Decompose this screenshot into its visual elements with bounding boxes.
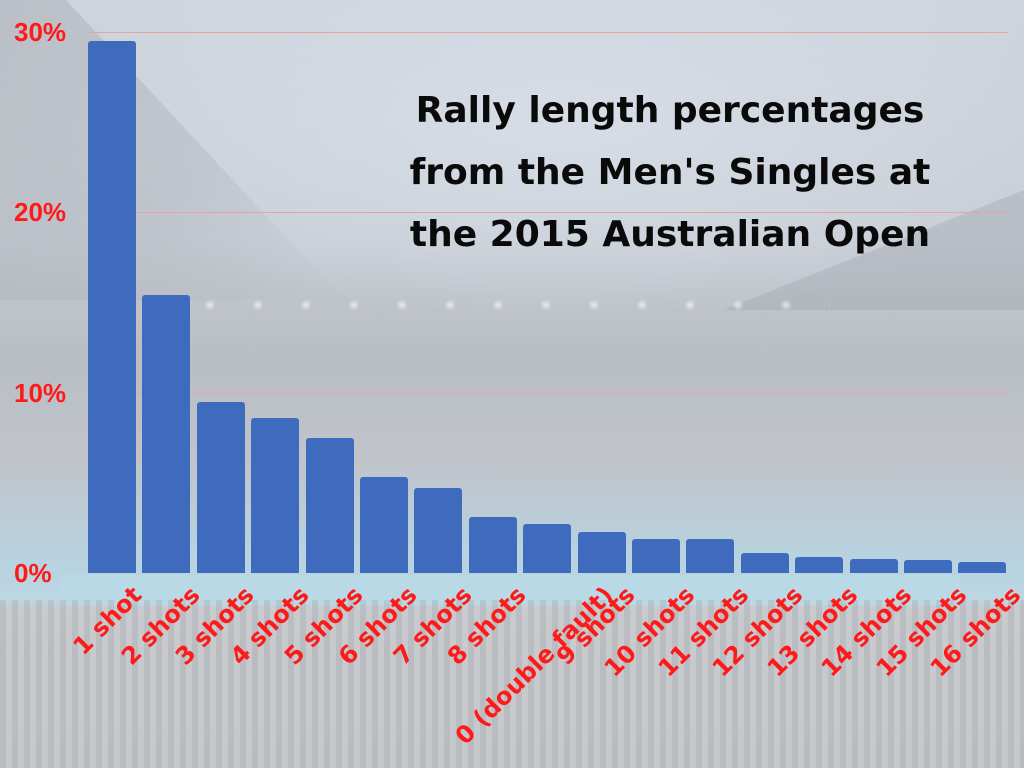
y-tick-label: 10% xyxy=(14,378,67,408)
y-tick-label: 20% xyxy=(14,197,67,227)
chart-title-line-2: from the Men's Singles at xyxy=(409,152,931,193)
bar xyxy=(251,417,300,573)
gridline xyxy=(88,32,1008,33)
bar xyxy=(468,517,517,573)
bar xyxy=(414,488,463,573)
bar xyxy=(904,560,952,573)
bar xyxy=(740,553,789,573)
y-tick-label: 30% xyxy=(14,17,67,47)
bar xyxy=(686,538,735,573)
bar xyxy=(360,477,408,573)
background-crowd xyxy=(0,600,1024,768)
chart-title-line-1: Rally length percentages xyxy=(415,90,925,131)
bar xyxy=(632,538,680,573)
bar xyxy=(523,524,572,573)
bar xyxy=(196,401,245,573)
background-stadium-lights xyxy=(190,285,830,335)
gridline xyxy=(88,393,1008,394)
bar xyxy=(142,295,191,573)
bar xyxy=(577,531,626,573)
bar xyxy=(88,41,136,573)
chart-title-line-3: the 2015 Australian Open xyxy=(409,214,931,255)
bar xyxy=(795,556,844,573)
bar xyxy=(305,437,354,573)
background-court xyxy=(60,575,960,605)
bar xyxy=(958,562,1007,573)
y-tick-label: 0% xyxy=(14,558,52,588)
chart-title: Rally length percentages from the Men's … xyxy=(370,80,970,266)
gridline xyxy=(88,212,1008,213)
bar xyxy=(849,558,898,573)
